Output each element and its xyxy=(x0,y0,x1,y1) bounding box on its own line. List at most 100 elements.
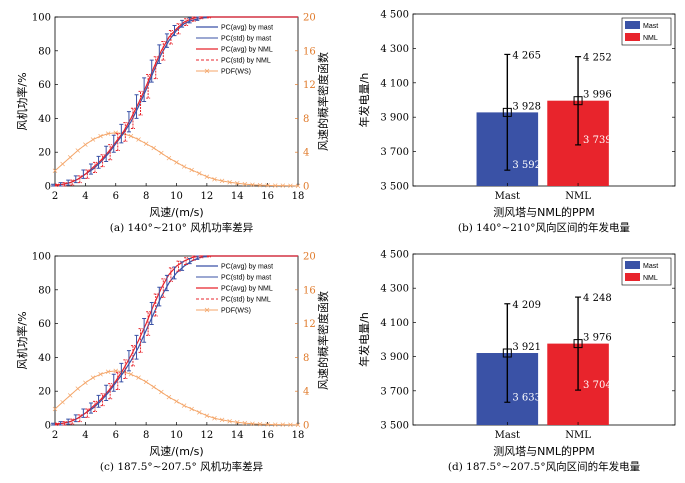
nml-std-errorbar xyxy=(168,267,173,282)
y-right-tick-label: 0 xyxy=(303,421,309,432)
mast-std-errorbar xyxy=(111,373,116,392)
nml-std-errorbar xyxy=(184,257,189,265)
mast-std-errorbar xyxy=(157,286,162,307)
nml-std-errorbar xyxy=(115,133,120,152)
nml-std-errorbar xyxy=(100,154,105,168)
x-tick-label: 4 xyxy=(82,191,88,202)
y-axis-label: 年发电量/h xyxy=(357,312,371,367)
x-tick-label: 8 xyxy=(143,191,149,202)
pdf-point xyxy=(98,372,103,377)
y-left-axis-label: 风机功率/% xyxy=(15,311,29,369)
x-tick-label: NML xyxy=(565,430,591,441)
y-left-tick-label: 20 xyxy=(38,387,51,398)
y-left-tick-label: 100 xyxy=(32,13,51,24)
y-tick-label: 4 100 xyxy=(380,78,409,89)
nml-std-errorbar xyxy=(115,372,120,391)
legend-label: PC(std) by mast xyxy=(221,275,271,282)
legend-marker xyxy=(204,68,210,74)
pdf-point xyxy=(189,167,194,173)
y-right-tick-label: 12 xyxy=(303,80,316,91)
caption: (d) 187.5°~207.5°风向区间的年发电量 xyxy=(448,460,641,473)
pdf-point xyxy=(90,137,96,142)
pdf-point xyxy=(67,155,73,160)
mast-std-errorbar xyxy=(142,77,147,102)
upper-label: 4 265 xyxy=(512,50,541,61)
pdf-point xyxy=(136,375,141,380)
plot-frame xyxy=(412,13,676,187)
x-tick-label: Mast xyxy=(495,430,520,441)
x-axis-label: 风速/(m/s) xyxy=(149,445,203,458)
mast-std-errorbar xyxy=(149,59,154,83)
x-tick-label: 18 xyxy=(292,430,305,441)
nml-avg-line xyxy=(54,16,298,186)
legend-label: PC(avg) by mast xyxy=(221,264,273,271)
pdf-point xyxy=(280,422,286,427)
mast-std-errorbar xyxy=(164,274,169,292)
mast-std-errorbar xyxy=(195,16,200,21)
legend-label: PC(avg) by mast xyxy=(221,25,273,32)
x-axis-label: 风速/(m/s) xyxy=(149,206,203,219)
y-right-tick-label: 20 xyxy=(303,13,316,24)
mast-std-errorbar xyxy=(96,155,101,169)
pdf-point xyxy=(295,422,301,428)
mast-std-errorbar xyxy=(180,19,185,28)
upper-label: 4 209 xyxy=(512,300,541,311)
pdf-point xyxy=(242,420,248,426)
pdf-point xyxy=(227,418,232,424)
legend-label: PC(avg) by NML xyxy=(221,47,273,54)
legend-marker xyxy=(204,307,210,313)
chart-a: 2 4 6 8 10 12 14 16 18020406080100048121620PC(av… xyxy=(15,13,330,235)
pdf-point xyxy=(166,155,172,161)
y-tick-label: 3 500 xyxy=(380,421,409,432)
mast-std-errorbar xyxy=(58,421,63,426)
pdf-point xyxy=(219,178,225,184)
y-tick-label: 3 900 xyxy=(380,113,409,124)
pdf-point xyxy=(60,399,65,405)
lower-label: 3 704 xyxy=(583,380,612,391)
value-label: 3 976 xyxy=(583,333,612,344)
mast-std-errorbar xyxy=(142,318,147,343)
y-left-tick-label: 60 xyxy=(38,80,51,91)
nml-std-errorbar xyxy=(168,30,173,45)
mean-marker xyxy=(573,339,583,349)
pdf-point xyxy=(98,133,103,139)
x-tick-label: 10 xyxy=(170,191,183,202)
legend-label: PC(avg) by NML xyxy=(221,286,273,293)
y-right-tick-label: 0 xyxy=(303,182,309,193)
mast-std-errorbar xyxy=(126,350,131,372)
mean-marker xyxy=(502,348,512,358)
mast-std-errorbar xyxy=(51,422,55,426)
legend-swatch xyxy=(625,273,640,281)
nml-std-errorbar xyxy=(108,144,113,161)
nml-std-errorbar xyxy=(85,408,90,418)
nml-std-errorbar xyxy=(62,421,67,426)
mast-std-errorbar xyxy=(111,134,116,153)
mast-std-errorbar xyxy=(88,163,93,175)
legend-label: NML xyxy=(643,275,658,282)
pdf-point xyxy=(265,183,270,188)
pdf-point xyxy=(257,421,263,427)
nml-std-errorbar xyxy=(130,107,135,130)
pdf-point xyxy=(143,379,149,385)
legend-swatch xyxy=(625,261,640,269)
nml-std-errorbar xyxy=(77,175,82,184)
y-right-tick-label: 4 xyxy=(303,148,309,159)
y-right-tick-label: 16 xyxy=(303,46,316,57)
mast-std-errorbar xyxy=(119,123,124,144)
legend-swatch xyxy=(625,21,640,29)
pdf-point xyxy=(166,394,172,400)
nml-std-errorbar xyxy=(62,182,67,187)
value-label: 3 921 xyxy=(512,342,541,353)
legend-label: NML xyxy=(643,35,658,42)
y-left-tick-label: 20 xyxy=(38,148,51,159)
caption: (b) 140°~210°风向区间的年发电量 xyxy=(458,221,631,234)
nml-std-errorbar xyxy=(123,359,128,380)
y-left-tick-label: 80 xyxy=(38,285,51,296)
pdf-point xyxy=(67,393,73,398)
x-tick-label: 8 xyxy=(143,430,149,441)
y-axis-label: 年发电量/h xyxy=(357,73,371,128)
nml-std-errorbar xyxy=(77,414,82,423)
x-tick-label: 6 xyxy=(113,191,119,202)
nml-std-errorbar xyxy=(92,161,97,173)
nml-std-errorbar xyxy=(123,122,128,142)
